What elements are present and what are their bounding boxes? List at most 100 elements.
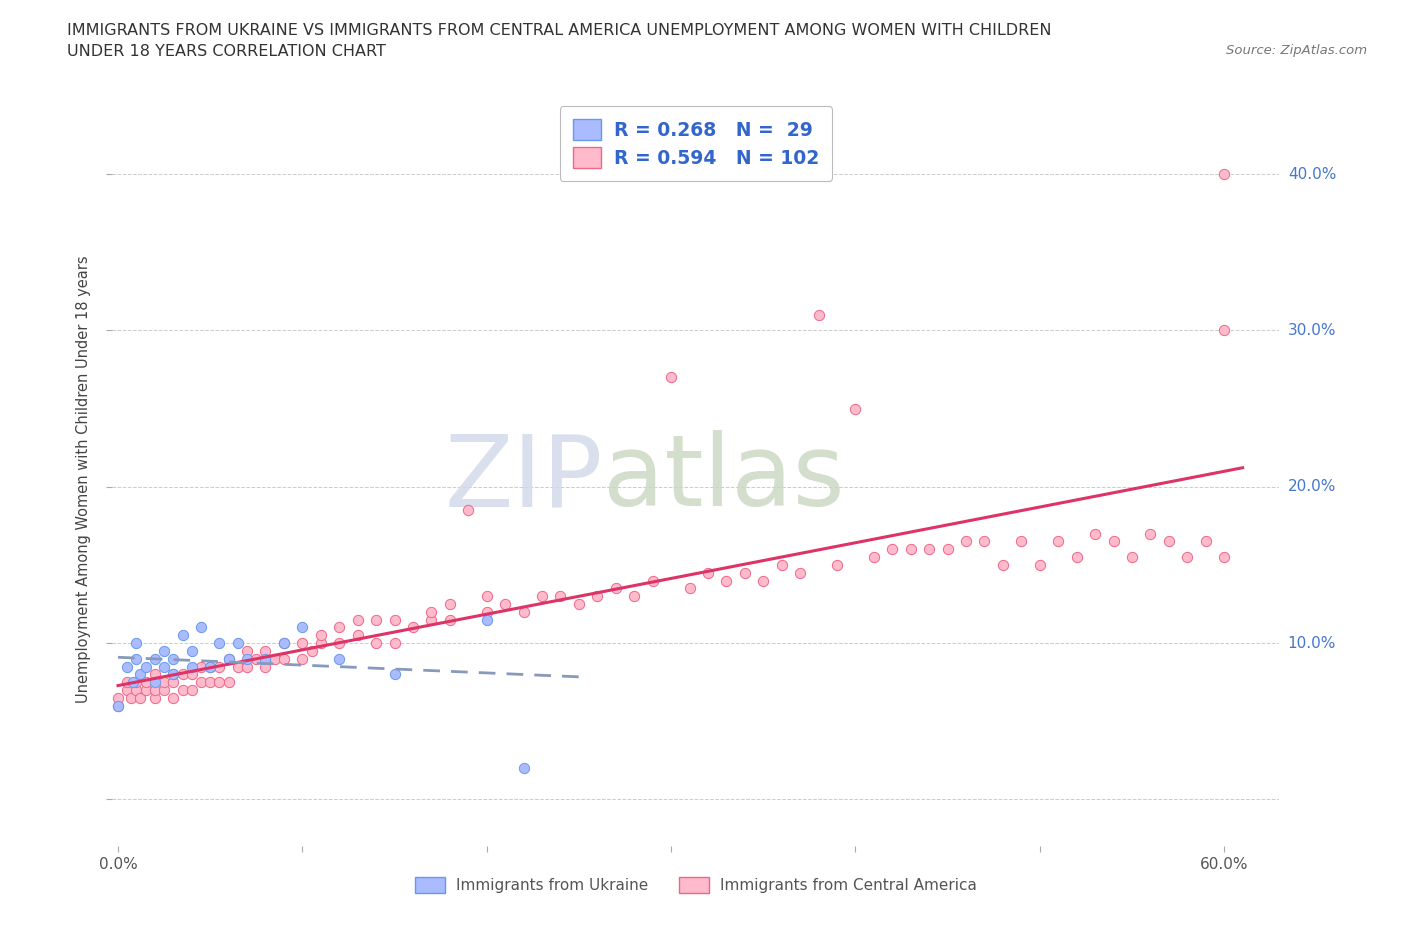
- Point: [236, 659, 259, 674]
- Point: [143, 690, 166, 705]
- Text: Source: ZipAtlas.com: Source: ZipAtlas.com: [1226, 44, 1367, 57]
- Point: [475, 604, 498, 619]
- Point: [512, 761, 534, 776]
- Point: [153, 675, 176, 690]
- Point: [263, 651, 285, 666]
- Text: 20.0%: 20.0%: [1288, 479, 1336, 494]
- Point: [153, 683, 176, 698]
- Point: [659, 370, 682, 385]
- Point: [973, 534, 995, 549]
- Point: [402, 620, 425, 635]
- Point: [1157, 534, 1180, 549]
- Point: [143, 683, 166, 698]
- Text: UNDER 18 YEARS CORRELATION CHART: UNDER 18 YEARS CORRELATION CHART: [67, 44, 387, 59]
- Point: [1010, 534, 1032, 549]
- Point: [366, 612, 388, 627]
- Point: [226, 635, 249, 650]
- Text: IMMIGRANTS FROM UKRAINE VS IMMIGRANTS FROM CENTRAL AMERICA UNEMPLOYMENT AMONG WO: IMMIGRANTS FROM UKRAINE VS IMMIGRANTS FR…: [67, 23, 1052, 38]
- Y-axis label: Unemployment Among Women with Children Under 18 years: Unemployment Among Women with Children U…: [76, 255, 91, 703]
- Point: [1102, 534, 1125, 549]
- Point: [153, 659, 176, 674]
- Point: [1213, 323, 1236, 338]
- Point: [107, 690, 129, 705]
- Point: [236, 644, 259, 658]
- Point: [586, 589, 609, 604]
- Point: [218, 651, 240, 666]
- Point: [190, 659, 212, 674]
- Point: [882, 542, 904, 557]
- Text: atlas: atlas: [603, 431, 844, 527]
- Legend: Immigrants from Ukraine, Immigrants from Central America: Immigrants from Ukraine, Immigrants from…: [408, 870, 984, 901]
- Point: [135, 683, 157, 698]
- Point: [457, 503, 479, 518]
- Point: [1066, 550, 1088, 565]
- Point: [301, 644, 323, 658]
- Point: [162, 651, 184, 666]
- Text: ZIP: ZIP: [444, 431, 603, 527]
- Point: [198, 675, 221, 690]
- Point: [825, 557, 848, 572]
- Point: [752, 573, 775, 588]
- Point: [1139, 526, 1161, 541]
- Text: 40.0%: 40.0%: [1288, 166, 1336, 181]
- Point: [807, 308, 830, 323]
- Point: [384, 612, 406, 627]
- Point: [1084, 526, 1107, 541]
- Point: [236, 651, 259, 666]
- Point: [115, 683, 138, 698]
- Point: [135, 659, 157, 674]
- Point: [420, 604, 443, 619]
- Point: [366, 635, 388, 650]
- Point: [121, 675, 143, 690]
- Point: [1195, 534, 1218, 549]
- Point: [162, 690, 184, 705]
- Point: [475, 612, 498, 627]
- Point: [900, 542, 922, 557]
- Point: [198, 659, 221, 674]
- Point: [384, 667, 406, 682]
- Point: [172, 683, 194, 698]
- Point: [346, 628, 368, 643]
- Point: [273, 635, 295, 650]
- Point: [208, 635, 231, 650]
- Point: [991, 557, 1014, 572]
- Point: [180, 667, 202, 682]
- Point: [218, 651, 240, 666]
- Point: [550, 589, 572, 604]
- Point: [143, 651, 166, 666]
- Point: [328, 651, 350, 666]
- Point: [1047, 534, 1070, 549]
- Point: [512, 604, 534, 619]
- Point: [734, 565, 756, 580]
- Point: [531, 589, 554, 604]
- Point: [125, 675, 148, 690]
- Point: [218, 675, 240, 690]
- Point: [384, 635, 406, 650]
- Point: [273, 651, 295, 666]
- Point: [623, 589, 645, 604]
- Point: [844, 401, 866, 416]
- Point: [918, 542, 941, 557]
- Point: [135, 675, 157, 690]
- Point: [420, 612, 443, 627]
- Point: [309, 635, 332, 650]
- Point: [254, 651, 277, 666]
- Point: [120, 690, 142, 705]
- Point: [475, 589, 498, 604]
- Point: [226, 659, 249, 674]
- Point: [198, 659, 221, 674]
- Point: [309, 628, 332, 643]
- Point: [1213, 550, 1236, 565]
- Point: [180, 683, 202, 698]
- Point: [125, 651, 148, 666]
- Point: [328, 635, 350, 650]
- Point: [180, 659, 202, 674]
- Point: [143, 667, 166, 682]
- Point: [346, 612, 368, 627]
- Point: [143, 675, 166, 690]
- Point: [494, 596, 516, 611]
- Point: [172, 667, 194, 682]
- Point: [254, 644, 277, 658]
- Point: [115, 675, 138, 690]
- Text: 30.0%: 30.0%: [1288, 323, 1336, 338]
